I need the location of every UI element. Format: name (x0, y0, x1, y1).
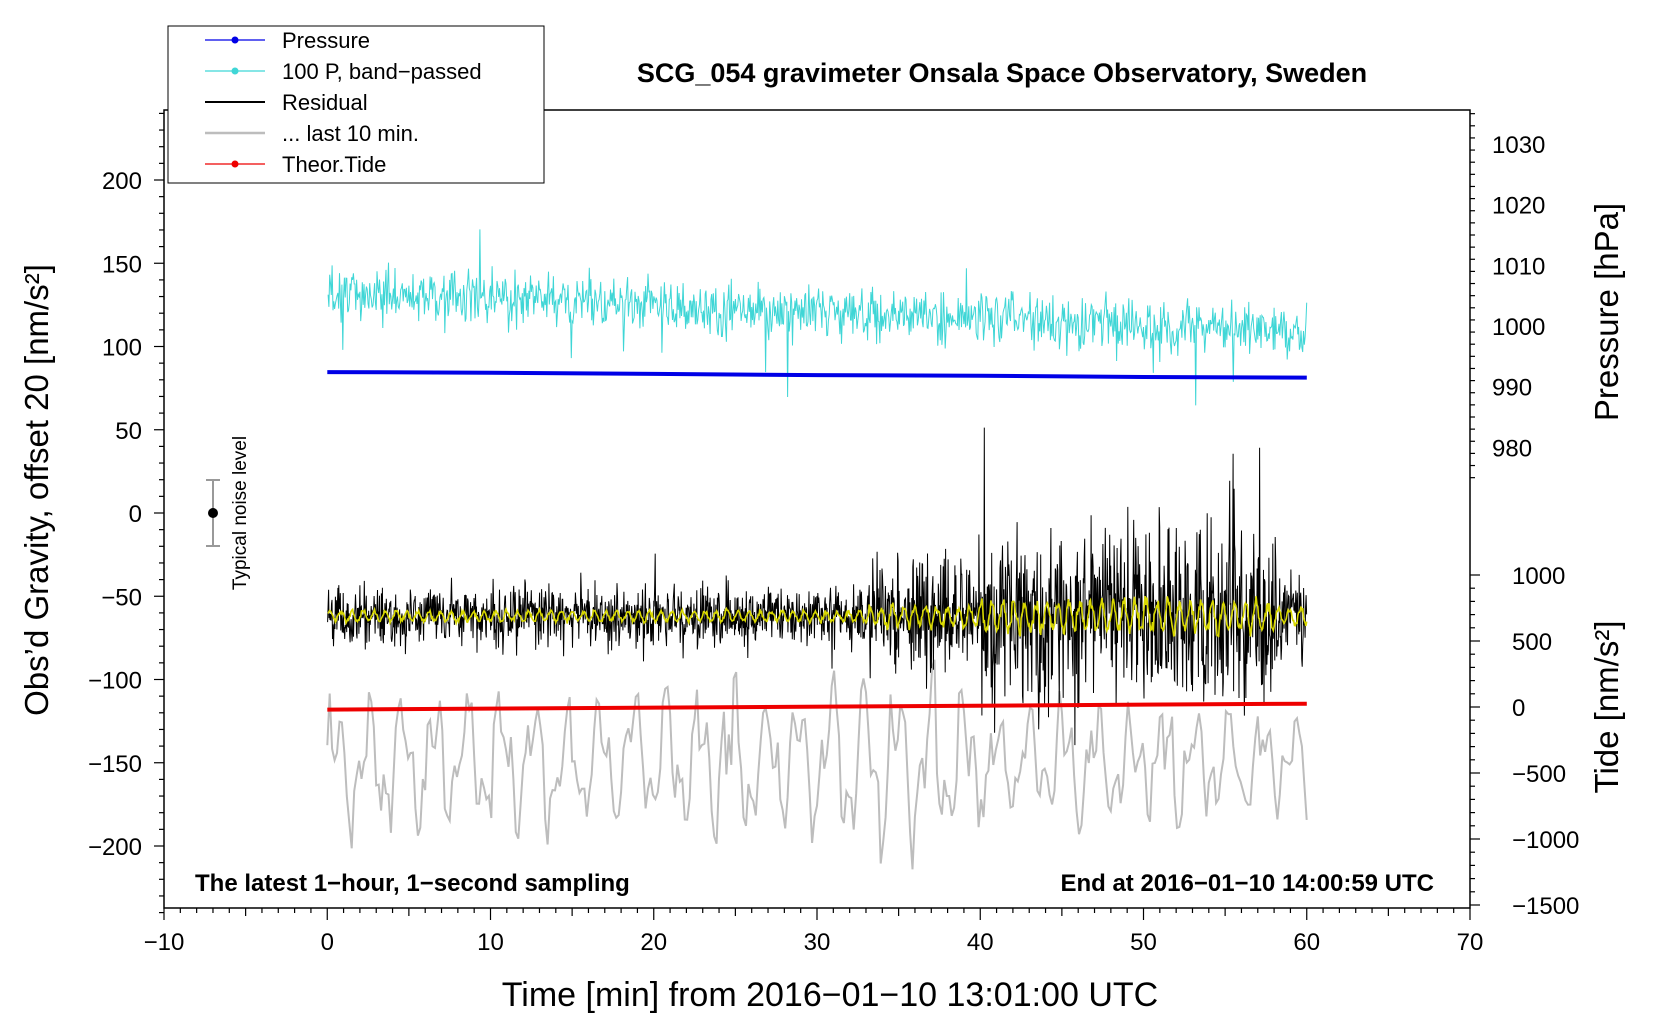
series-line-residual (328, 428, 1307, 745)
y-tick-label-tide: 1000 (1512, 563, 1565, 590)
gravimeter-chart: SCG_054 gravimeter Onsala Space Observat… (0, 0, 1660, 1020)
y-tick-label-left: −200 (88, 834, 142, 861)
y-tick-label-left: 150 (102, 251, 142, 278)
y-tick-label-left: 100 (102, 335, 142, 362)
series-line-pressure (327, 372, 1307, 378)
y-tick-label-tide: 0 (1512, 695, 1525, 722)
svg-text:Theor.Tide: Theor.Tide (282, 152, 386, 177)
footnote-right: End at 2016−01−10 14:00:59 UTC (1060, 870, 1434, 897)
y-tick-label-pressure: 1010 (1492, 253, 1545, 280)
axes-layer: −10 0 10 20 30 40 50 60 70200150100500−50−100−15… (88, 110, 1579, 956)
x-tick-label: 50 (1130, 929, 1157, 956)
x-tick-label: 0 (321, 929, 334, 956)
y-tick-label-tide: −1500 (1512, 893, 1579, 920)
series-line-last10 (327, 660, 1306, 870)
y-tick-label-tide: −1000 (1512, 827, 1579, 854)
y-tick-label-pressure: 1030 (1492, 132, 1545, 159)
x-tick-label: 10 (477, 929, 504, 956)
x-tick-label: −10 (144, 929, 185, 956)
series-line-tide (327, 704, 1307, 710)
y-tick-label-left: −100 (88, 668, 142, 695)
legend: Pressure 100 P, band−passed Residual ...… (168, 26, 544, 183)
y-tick-label-left: 0 (129, 501, 142, 528)
x-axis-label: Time [min] from 2016−01−10 13:01:00 UTC (502, 976, 1158, 1014)
y-tick-label-left: 200 (102, 168, 142, 195)
y-axis-label-left: Obs’d Gravity, offset 20 [nm/s²] (18, 264, 55, 716)
data-layer (327, 229, 1307, 869)
x-tick-label: 30 (804, 929, 831, 956)
footnote-left: The latest 1−hour, 1−second sampling (195, 870, 630, 897)
x-tick-label: 60 (1293, 929, 1320, 956)
x-tick-label: 40 (967, 929, 994, 956)
y-tick-label-tide: 500 (1512, 629, 1552, 656)
svg-text:... last 10 min.: ... last 10 min. (282, 121, 419, 146)
y-tick-label-left: −150 (88, 751, 142, 778)
noise-level-indicator: Typical noise level (206, 436, 251, 590)
y-tick-label-left: −50 (101, 584, 142, 611)
x-tick-label: 70 (1457, 929, 1484, 956)
y-tick-label-pressure: 980 (1492, 435, 1532, 462)
noise-label: Typical noise level (230, 436, 251, 590)
chart-title: SCG_054 gravimeter Onsala Space Observat… (637, 58, 1367, 88)
svg-text:Residual: Residual (282, 90, 368, 115)
y-axis-label-tide: Tide [nm/s²] (1588, 621, 1625, 794)
y-tick-label-tide: −500 (1512, 761, 1566, 788)
svg-text:100 P, band−passed: 100 P, band−passed (282, 59, 482, 84)
y-tick-label-pressure: 1020 (1492, 193, 1545, 220)
x-tick-label: 20 (640, 929, 667, 956)
svg-text:Pressure: Pressure (282, 28, 370, 53)
noise-dot (208, 508, 218, 518)
y-axis-label-pressure: Pressure [hPa] (1588, 203, 1625, 421)
y-tick-label-pressure: 990 (1492, 375, 1532, 402)
y-tick-label-pressure: 1000 (1492, 314, 1545, 341)
y-tick-label-left: 50 (115, 418, 142, 445)
